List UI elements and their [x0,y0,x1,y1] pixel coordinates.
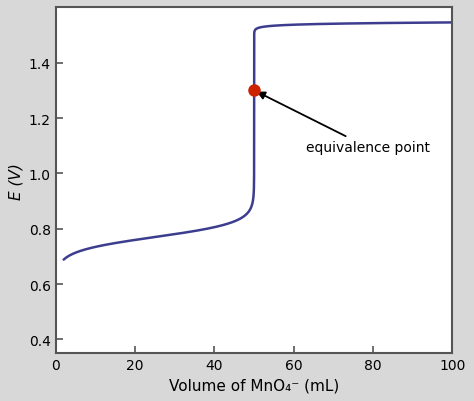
X-axis label: Volume of MnO₄⁻ (mL): Volume of MnO₄⁻ (mL) [169,378,339,393]
Text: equivalence point: equivalence point [258,93,430,155]
Y-axis label: E (V): E (V) [9,162,23,199]
